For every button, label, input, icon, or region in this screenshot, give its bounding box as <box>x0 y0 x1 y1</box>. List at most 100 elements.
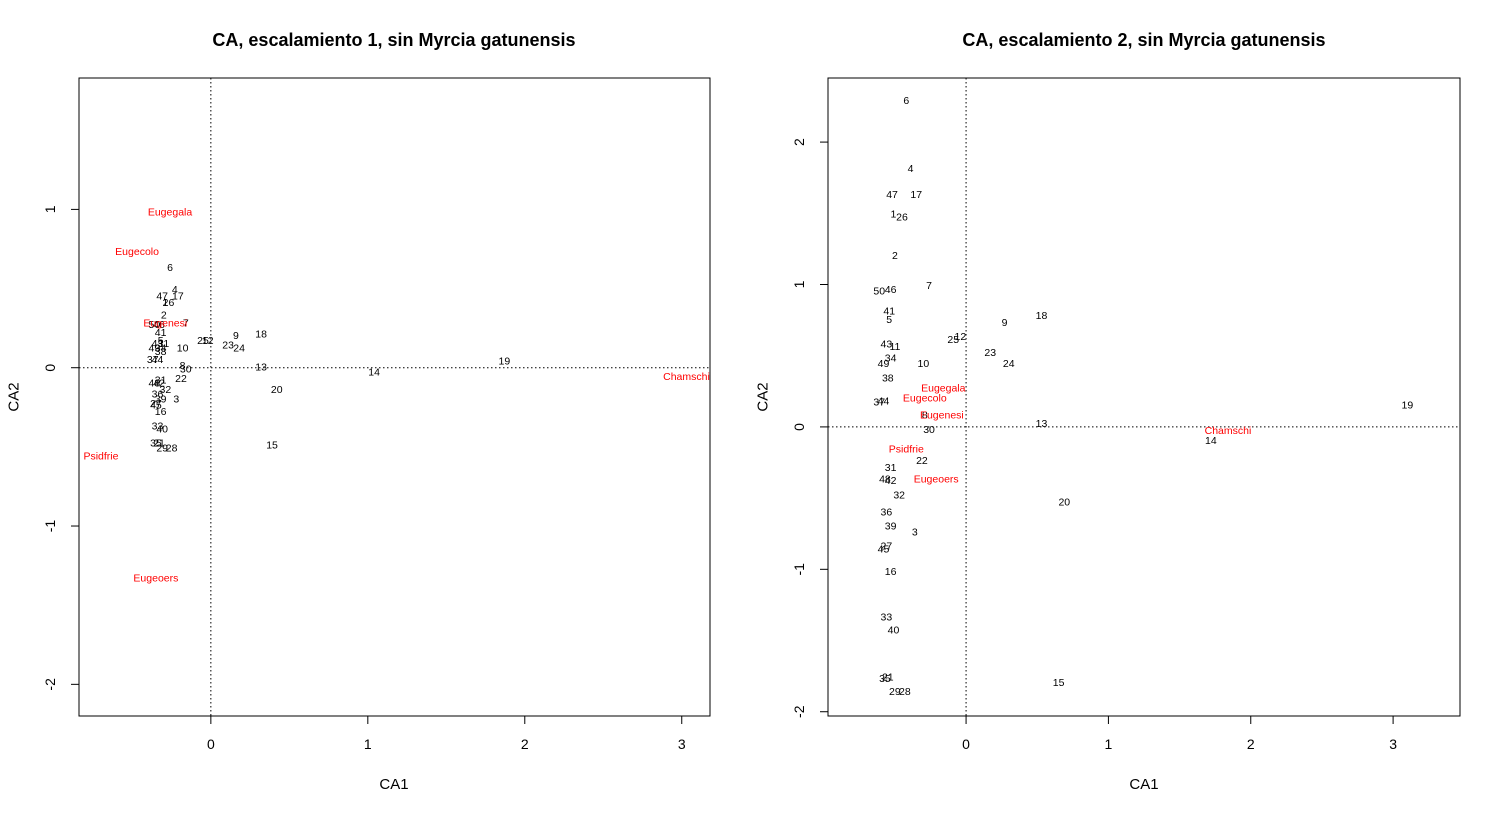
species-label: Chamschi <box>663 371 710 383</box>
y-tick-label: -1 <box>42 520 58 533</box>
site-label: 27 <box>150 398 162 410</box>
site-label: 14 <box>368 366 380 378</box>
y-tick-label: 1 <box>791 280 807 288</box>
site-label: 48 <box>879 474 891 486</box>
site-label: 12 <box>955 331 967 343</box>
site-label: 21 <box>153 438 165 450</box>
x-axis-label: CA1 <box>379 776 408 793</box>
y-tick-label: -2 <box>791 705 807 718</box>
site-label: 21 <box>882 672 894 684</box>
site-label: 22 <box>916 455 928 467</box>
site-label: 29 <box>156 442 168 454</box>
site-label: 17 <box>910 189 922 201</box>
site-label: 18 <box>1036 310 1048 322</box>
site-label: 32 <box>159 384 171 396</box>
site-label: 43 <box>881 338 893 350</box>
site-label: 17 <box>172 290 184 302</box>
site-label: 44 <box>878 395 890 407</box>
species-label: Eugegala <box>921 382 966 394</box>
x-tick-label: 2 <box>521 736 529 752</box>
site-label: 11 <box>158 338 169 350</box>
site-label: 9 <box>233 330 239 342</box>
site-label: 37 <box>147 354 159 366</box>
chart-title: CA, escalamiento 2, sin Myrcia gatunensi… <box>962 30 1325 50</box>
site-label: 19 <box>1401 400 1413 412</box>
site-label: 30 <box>923 424 935 436</box>
site-label: 16 <box>885 566 897 578</box>
site-label: 13 <box>1036 418 1048 430</box>
chart-title: CA, escalamiento 1, sin Myrcia gatunensi… <box>212 30 575 50</box>
site-label: 5 <box>158 335 164 347</box>
site-label: 15 <box>1053 677 1065 689</box>
site-label: 40 <box>888 625 900 637</box>
site-label: 30 <box>180 363 192 375</box>
species-label: Eugeoers <box>914 474 959 486</box>
site-label: 36 <box>881 506 893 518</box>
site-label: 13 <box>255 362 267 374</box>
site-label: 27 <box>881 541 893 553</box>
y-tick-label: 1 <box>42 205 58 213</box>
site-label: 41 <box>883 306 895 318</box>
site-label: 36 <box>152 389 164 401</box>
site-label: 10 <box>177 343 189 355</box>
site-label: 6 <box>167 262 173 274</box>
species-label: Eugeoers <box>133 572 178 584</box>
species-label: Eugenesi <box>143 317 187 329</box>
x-tick-label: 3 <box>678 736 686 752</box>
site-label: 35 <box>150 438 162 450</box>
y-axis-label: CA2 <box>6 382 23 411</box>
site-label: 45 <box>150 400 162 412</box>
site-label: 38 <box>155 346 167 358</box>
site-label: 26 <box>896 212 908 224</box>
site-label: 20 <box>1058 496 1070 508</box>
ca-panel-2: CA, escalamiento 2, sin Myrcia gatunensi… <box>755 30 1461 793</box>
y-tick-label: 2 <box>791 138 807 146</box>
site-label: 39 <box>885 521 897 533</box>
site-label: 49 <box>148 343 160 355</box>
ca-panel-1: CA, escalamiento 1, sin Myrcia gatunensi… <box>6 30 711 793</box>
site-label: 2 <box>161 309 167 321</box>
plot-frame <box>827 77 1461 717</box>
site-label: 7 <box>183 317 189 329</box>
y-tick-label: -1 <box>791 563 807 576</box>
site-label: 24 <box>233 343 245 355</box>
site-label: 10 <box>918 358 930 370</box>
y-axis-label: CA2 <box>755 382 772 411</box>
species-label: Eugenesi <box>920 410 964 422</box>
site-label: 49 <box>878 358 890 370</box>
site-label: 16 <box>155 406 167 418</box>
site-label: 4 <box>908 163 914 175</box>
species-label: Chamschi <box>1205 425 1252 437</box>
site-label: 23 <box>222 340 234 352</box>
y-tick-label: 0 <box>42 364 58 372</box>
site-label: 26 <box>163 297 175 309</box>
site-label: 31 <box>155 374 167 386</box>
site-label: 23 <box>984 347 996 359</box>
site-label: 41 <box>155 327 167 339</box>
y-tick-label: 0 <box>791 423 807 431</box>
site-label: 33 <box>881 612 893 624</box>
species-label: Eugecolo <box>115 246 159 258</box>
site-label: 22 <box>175 373 187 385</box>
x-tick-label: 0 <box>207 736 215 752</box>
site-label: 39 <box>155 393 167 405</box>
site-label: 7 <box>926 280 932 292</box>
site-label: 8 <box>180 360 186 372</box>
site-label: 1 <box>162 297 168 309</box>
site-label: 2 <box>892 250 898 262</box>
site-label: 28 <box>166 442 178 454</box>
site-label: 25 <box>197 335 209 347</box>
site-label: 6 <box>903 95 909 107</box>
site-label: 12 <box>202 335 214 347</box>
site-label: 31 <box>885 462 897 474</box>
site-label: 4 <box>172 284 178 296</box>
site-label: 42 <box>885 475 897 487</box>
site-label: 46 <box>153 319 165 331</box>
site-label: 8 <box>922 410 928 422</box>
site-label: 3 <box>173 393 179 405</box>
site-label: 32 <box>893 489 905 501</box>
y-tick-label: -2 <box>42 678 58 691</box>
site-label: 34 <box>155 343 167 355</box>
site-label: 34 <box>885 353 897 365</box>
